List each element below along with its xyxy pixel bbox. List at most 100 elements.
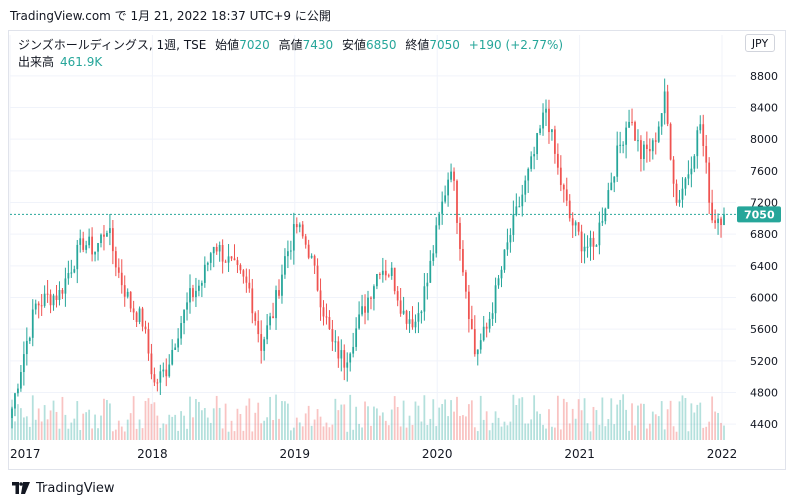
volume-bar <box>637 405 639 440</box>
volume-bar <box>316 409 319 440</box>
volume-bar <box>459 415 461 440</box>
candle-body <box>337 341 340 359</box>
volume-bar <box>52 400 55 440</box>
volume-bar <box>545 428 547 440</box>
volume-bar <box>94 414 96 440</box>
open-label: 始値 <box>215 38 240 52</box>
candle-body <box>28 337 31 341</box>
candle-body <box>429 260 432 283</box>
y-tick-label: 5200 <box>750 355 778 368</box>
volume-bar <box>542 424 544 440</box>
high-value: 7430 <box>302 38 334 52</box>
candle-body <box>361 306 363 315</box>
candle-body <box>287 251 289 257</box>
volume-bar <box>162 423 165 440</box>
chart-frame[interactable] <box>8 30 786 470</box>
tradingview-logo-icon[interactable] <box>12 482 30 494</box>
volume-bar <box>292 427 295 440</box>
candle-body <box>67 273 70 279</box>
y-axis: 4400 4800 5200 5600 6000 6400 6800 7200 7600 8000… <box>750 70 778 431</box>
currency-button[interactable]: JPY <box>745 34 775 52</box>
volume-bar <box>657 416 660 440</box>
last-price-badge: 7050 <box>737 206 781 223</box>
volume-bar <box>393 396 396 440</box>
volume-bar <box>450 400 452 440</box>
candle-body <box>476 349 479 355</box>
candle-body <box>488 318 491 329</box>
volume-bar <box>192 417 194 440</box>
volume-bar <box>645 428 648 440</box>
volume-bar <box>482 419 485 440</box>
volume-bar <box>438 407 441 440</box>
volume-bar <box>117 420 120 440</box>
candle-body <box>316 265 319 291</box>
volume-bar <box>604 426 607 440</box>
volume-bar <box>263 420 266 440</box>
footer-brand[interactable]: TradingView <box>36 480 115 496</box>
candle-body <box>545 108 547 113</box>
volume-bar <box>358 423 360 440</box>
candle-body <box>414 321 417 328</box>
candle-body <box>340 350 343 359</box>
volume-bar <box>328 427 331 440</box>
candle-body <box>672 159 675 184</box>
candle-body <box>690 168 693 175</box>
volume-bar <box>678 401 681 440</box>
volume-bar <box>203 408 206 440</box>
volume-bar <box>245 405 248 440</box>
candle-body <box>272 316 274 319</box>
volume-bar <box>509 421 512 440</box>
x-tick-label: 2017 <box>10 447 41 461</box>
candle-body <box>637 140 639 142</box>
volume-bar <box>687 431 690 440</box>
volume-bar <box>494 411 497 440</box>
candle-body <box>399 300 402 314</box>
candle-body <box>129 291 132 309</box>
volume-bar <box>613 424 616 440</box>
volume-bar <box>70 422 73 440</box>
low-label: 安値 <box>341 38 366 52</box>
candle-body <box>687 174 690 179</box>
candle-body <box>530 156 533 169</box>
volume-bar <box>141 428 144 440</box>
candle-body <box>408 319 411 324</box>
candle-body <box>482 326 485 341</box>
volume-bar <box>512 394 515 440</box>
candle-body <box>114 251 117 268</box>
candle-body <box>307 244 310 258</box>
volume-bar <box>82 413 85 440</box>
volume-bar <box>470 400 473 440</box>
candle-body <box>343 350 346 368</box>
y-tick-label: 7600 <box>750 165 778 178</box>
candle-body <box>248 282 251 289</box>
volume-bar <box>527 423 530 440</box>
candle-body <box>562 184 565 190</box>
candle-body <box>438 213 441 226</box>
volume-bar <box>533 395 536 440</box>
volume-bar <box>444 399 447 440</box>
volume-bar <box>129 413 132 440</box>
volume-bar <box>524 423 527 440</box>
candle-body <box>230 256 233 259</box>
volume-bar <box>607 419 610 440</box>
volume-bar <box>254 412 257 440</box>
candle-body <box>325 316 328 318</box>
volume-bar <box>278 418 280 440</box>
volume-bar <box>281 401 283 440</box>
candle-body <box>396 291 399 301</box>
close-label: 終値 <box>405 38 430 52</box>
candle-body <box>411 319 414 328</box>
chart-grid <box>9 35 736 440</box>
candle-body <box>73 269 76 273</box>
volume-bar <box>28 426 31 440</box>
volume-bar <box>346 431 349 440</box>
candle-body <box>61 290 64 294</box>
volume-bar <box>405 427 408 440</box>
candle-body <box>465 272 467 292</box>
candle-body <box>580 231 583 252</box>
candle-body <box>423 286 426 312</box>
volume-value: 461.9K <box>60 55 103 69</box>
candle-body <box>441 201 444 214</box>
candle-body <box>669 123 672 160</box>
